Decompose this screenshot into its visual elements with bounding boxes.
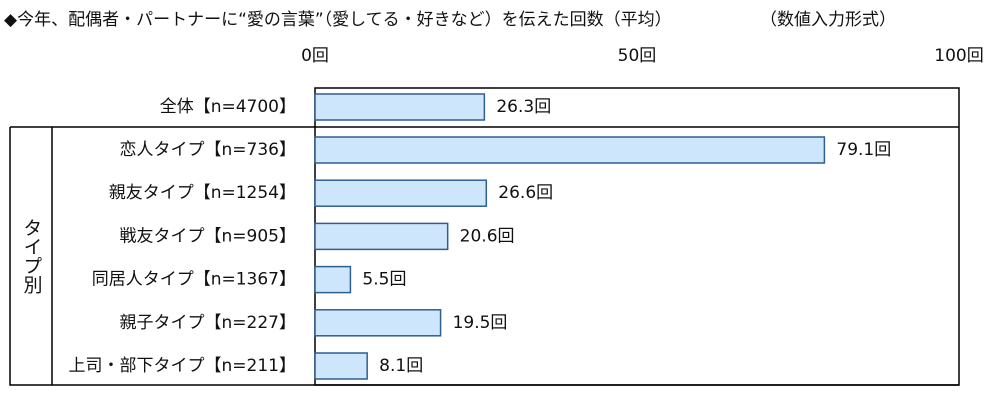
chart-subtitle: （数値入力形式）	[760, 10, 896, 30]
x-tick-label: 50回	[618, 46, 657, 66]
bar	[314, 222, 449, 251]
y-tick-label: 戦友タイプ【n=905】	[120, 226, 296, 246]
value-label: 26.6回	[498, 183, 553, 203]
value-label: 79.1回	[836, 140, 891, 160]
y-tick-label: 上司・部下タイプ【n=211】	[69, 356, 296, 376]
bar	[314, 309, 442, 337]
x-tick-label: 0回	[301, 46, 329, 66]
value-label: 20.6回	[460, 226, 515, 246]
value-label: 19.5回	[453, 313, 508, 333]
y-tick-label: 親子タイプ【n=227】	[120, 313, 296, 333]
group-frame	[9, 126, 959, 386]
y-tick-label: 恋人タイプ【n=736】	[120, 139, 296, 160]
bar	[314, 136, 826, 164]
chart-title: ◆今年、配偶者・パートナーに“愛の言葉”（愛してる・好きなど）を伝えた回数（平均…	[4, 10, 672, 30]
bar	[314, 93, 486, 121]
bar	[314, 352, 368, 380]
bar	[314, 179, 488, 207]
bar	[314, 265, 352, 294]
value-label: 26.3回	[496, 97, 551, 117]
y-tick-label: 親友タイプ【n=1254】	[109, 183, 296, 203]
value-label: 5.5回	[362, 270, 406, 290]
group-label: タイプ別	[21, 218, 43, 294]
y-tick-label: 全体【n=4700】	[160, 97, 296, 117]
x-tick-label: 100回	[934, 46, 983, 66]
value-label: 8.1回	[379, 356, 423, 376]
y-tick-label: 同居人タイプ【n=1367】	[92, 270, 296, 290]
